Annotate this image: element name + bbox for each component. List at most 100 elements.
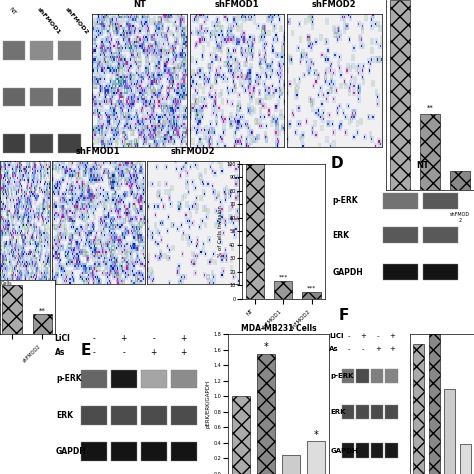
Bar bbox=[385, 444, 398, 458]
Bar bbox=[274, 281, 292, 299]
Bar bbox=[385, 405, 398, 419]
Text: +: + bbox=[120, 334, 127, 343]
Bar bbox=[232, 396, 250, 474]
Text: +: + bbox=[375, 346, 381, 352]
Bar bbox=[171, 370, 197, 388]
Bar bbox=[307, 441, 325, 474]
Title: MDA-MB231 Cells: MDA-MB231 Cells bbox=[241, 324, 316, 333]
Bar bbox=[30, 88, 53, 106]
Text: E: E bbox=[80, 343, 91, 358]
Text: -: - bbox=[347, 333, 350, 339]
Text: -: - bbox=[92, 334, 95, 343]
Text: **: ** bbox=[39, 307, 46, 313]
Text: -: - bbox=[376, 333, 379, 339]
Text: shFMOD2: shFMOD2 bbox=[312, 0, 356, 9]
Bar bbox=[30, 134, 53, 153]
Bar bbox=[58, 88, 81, 106]
Text: shFMOD1: shFMOD1 bbox=[36, 6, 61, 36]
Bar bbox=[383, 227, 418, 243]
Bar bbox=[171, 442, 197, 461]
Bar bbox=[341, 444, 354, 458]
Bar bbox=[385, 368, 398, 383]
Text: D: D bbox=[331, 156, 344, 171]
Bar bbox=[30, 41, 53, 60]
Bar bbox=[33, 314, 52, 334]
Text: As: As bbox=[329, 346, 339, 352]
Bar bbox=[81, 442, 107, 461]
Text: shFMOD2: shFMOD2 bbox=[171, 147, 216, 156]
Text: ERK: ERK bbox=[330, 409, 346, 415]
Bar bbox=[282, 455, 300, 474]
Bar bbox=[444, 389, 456, 474]
Bar bbox=[341, 405, 354, 419]
Y-axis label: % of Cells Invasion: % of Cells Invasion bbox=[219, 205, 223, 257]
Bar bbox=[58, 41, 81, 60]
Text: p-ERK: p-ERK bbox=[332, 197, 358, 205]
Text: *: * bbox=[314, 430, 319, 440]
Text: As: As bbox=[55, 348, 65, 357]
Bar bbox=[356, 444, 369, 458]
Bar bbox=[371, 405, 383, 419]
Bar bbox=[246, 164, 264, 299]
Bar bbox=[111, 370, 137, 388]
Bar bbox=[383, 193, 418, 209]
Text: shFMOD1: shFMOD1 bbox=[76, 147, 121, 156]
Text: NT: NT bbox=[133, 0, 146, 9]
Text: +: + bbox=[180, 348, 187, 357]
Bar bbox=[460, 444, 471, 474]
Text: +: + bbox=[360, 333, 366, 339]
Text: F: F bbox=[338, 308, 349, 323]
Bar bbox=[3, 41, 25, 60]
Text: shFMOD
2: shFMOD 2 bbox=[450, 212, 470, 223]
Text: -: - bbox=[122, 348, 125, 357]
Text: LiCl: LiCl bbox=[55, 334, 70, 343]
Bar bbox=[423, 227, 458, 243]
Bar bbox=[450, 171, 470, 190]
Text: -: - bbox=[347, 346, 350, 352]
Text: ERK: ERK bbox=[56, 411, 73, 420]
Bar bbox=[423, 193, 458, 209]
Text: ERK: ERK bbox=[332, 231, 349, 239]
Bar bbox=[141, 406, 167, 425]
Bar bbox=[3, 134, 25, 153]
Bar bbox=[111, 442, 137, 461]
Text: Cells: Cells bbox=[1, 281, 13, 286]
Text: GAPDH: GAPDH bbox=[330, 448, 358, 454]
Text: shFMOD2: shFMOD2 bbox=[64, 6, 89, 36]
Text: GAPDH: GAPDH bbox=[56, 447, 87, 456]
Bar bbox=[141, 370, 167, 388]
Text: p-ERK: p-ERK bbox=[56, 374, 82, 383]
Text: +: + bbox=[180, 334, 187, 343]
Bar bbox=[257, 354, 275, 474]
Bar bbox=[371, 444, 383, 458]
Bar bbox=[423, 264, 458, 280]
Bar bbox=[383, 264, 418, 280]
Bar bbox=[356, 368, 369, 383]
Text: +: + bbox=[150, 348, 157, 357]
Bar bbox=[302, 292, 321, 299]
Text: -: - bbox=[92, 348, 95, 357]
Bar bbox=[413, 344, 424, 474]
Text: shFMOD1: shFMOD1 bbox=[215, 0, 259, 9]
Bar bbox=[81, 370, 107, 388]
Text: GAPDH: GAPDH bbox=[332, 268, 363, 276]
Text: +: + bbox=[389, 333, 395, 339]
Text: ***: *** bbox=[279, 274, 288, 279]
Bar bbox=[390, 0, 410, 190]
Bar bbox=[3, 88, 25, 106]
Bar bbox=[2, 284, 22, 334]
Text: **: ** bbox=[427, 105, 434, 111]
Y-axis label: pERK/ERK/GAPDH: pERK/ERK/GAPDH bbox=[206, 380, 211, 428]
Bar bbox=[81, 406, 107, 425]
Bar bbox=[171, 406, 197, 425]
Bar bbox=[356, 405, 369, 419]
Text: -: - bbox=[362, 346, 365, 352]
Text: ***: *** bbox=[307, 285, 316, 290]
Text: B: B bbox=[97, 16, 110, 34]
Text: NT: NT bbox=[416, 161, 429, 170]
Bar bbox=[58, 134, 81, 153]
Bar bbox=[371, 368, 383, 383]
Bar bbox=[141, 442, 167, 461]
Bar bbox=[111, 406, 137, 425]
Bar bbox=[420, 114, 440, 190]
